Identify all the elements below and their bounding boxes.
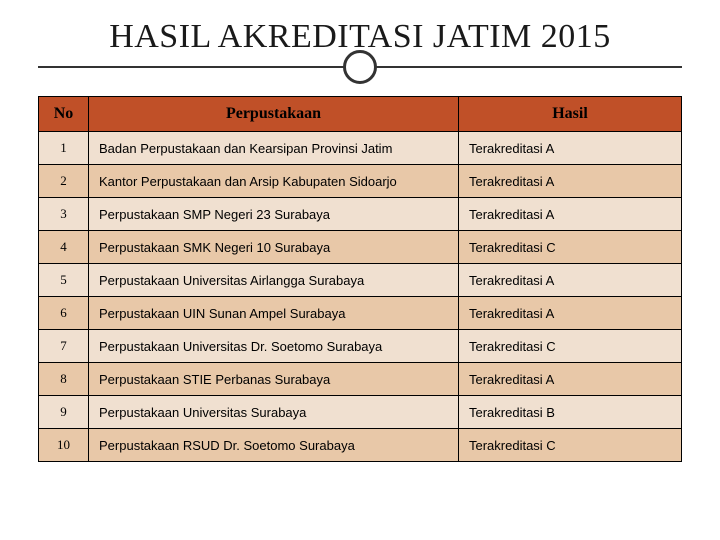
table-body: 1Badan Perpustakaan dan Kearsipan Provin…	[39, 132, 682, 462]
cell-result: Terakreditasi C	[459, 231, 682, 264]
cell-result: Terakreditasi B	[459, 396, 682, 429]
cell-result: Terakreditasi A	[459, 132, 682, 165]
table-row: 5Perpustakaan Universitas Airlangga Sura…	[39, 264, 682, 297]
title-circle-ornament	[343, 50, 377, 84]
table-row: 7Perpustakaan Universitas Dr. Soetomo Su…	[39, 330, 682, 363]
table-row: 9Perpustakaan Universitas SurabayaTerakr…	[39, 396, 682, 429]
table-header-row: No Perpustakaan Hasil	[39, 97, 682, 132]
cell-no: 9	[39, 396, 89, 429]
cell-library: Perpustakaan STIE Perbanas Surabaya	[89, 363, 459, 396]
table-row: 1Badan Perpustakaan dan Kearsipan Provin…	[39, 132, 682, 165]
cell-result: Terakreditasi A	[459, 264, 682, 297]
cell-library: Perpustakaan UIN Sunan Ampel Surabaya	[89, 297, 459, 330]
cell-library: Perpustakaan SMK Negeri 10 Surabaya	[89, 231, 459, 264]
cell-no: 6	[39, 297, 89, 330]
cell-no: 7	[39, 330, 89, 363]
col-header-no: No	[39, 97, 89, 132]
cell-library: Perpustakaan RSUD Dr. Soetomo Surabaya	[89, 429, 459, 462]
col-header-library: Perpustakaan	[89, 97, 459, 132]
cell-result: Terakreditasi A	[459, 198, 682, 231]
table-row: 10Perpustakaan RSUD Dr. Soetomo Surabaya…	[39, 429, 682, 462]
cell-result: Terakreditasi C	[459, 429, 682, 462]
cell-no: 5	[39, 264, 89, 297]
cell-result: Terakreditasi A	[459, 297, 682, 330]
table-row: 3Perpustakaan SMP Negeri 23 SurabayaTera…	[39, 198, 682, 231]
table-row: 8Perpustakaan STIE Perbanas SurabayaTera…	[39, 363, 682, 396]
cell-no: 4	[39, 231, 89, 264]
cell-library: Perpustakaan Universitas Airlangga Surab…	[89, 264, 459, 297]
cell-result: Terakreditasi C	[459, 330, 682, 363]
cell-no: 10	[39, 429, 89, 462]
accreditation-table-wrap: No Perpustakaan Hasil 1Badan Perpustakaa…	[38, 96, 682, 462]
cell-library: Perpustakaan Universitas Dr. Soetomo Sur…	[89, 330, 459, 363]
table-row: 6Perpustakaan UIN Sunan Ampel SurabayaTe…	[39, 297, 682, 330]
cell-result: Terakreditasi A	[459, 165, 682, 198]
cell-library: Perpustakaan SMP Negeri 23 Surabaya	[89, 198, 459, 231]
cell-library: Kantor Perpustakaan dan Arsip Kabupaten …	[89, 165, 459, 198]
cell-library: Badan Perpustakaan dan Kearsipan Provins…	[89, 132, 459, 165]
cell-no: 1	[39, 132, 89, 165]
cell-no: 8	[39, 363, 89, 396]
cell-result: Terakreditasi A	[459, 363, 682, 396]
cell-no: 3	[39, 198, 89, 231]
cell-library: Perpustakaan Universitas Surabaya	[89, 396, 459, 429]
accreditation-table: No Perpustakaan Hasil 1Badan Perpustakaa…	[38, 96, 682, 462]
page-title: HASIL AKREDITASI JATIM 2015	[0, 0, 720, 56]
col-header-result: Hasil	[459, 97, 682, 132]
cell-no: 2	[39, 165, 89, 198]
table-row: 4Perpustakaan SMK Negeri 10 SurabayaTera…	[39, 231, 682, 264]
table-row: 2Kantor Perpustakaan dan Arsip Kabupaten…	[39, 165, 682, 198]
